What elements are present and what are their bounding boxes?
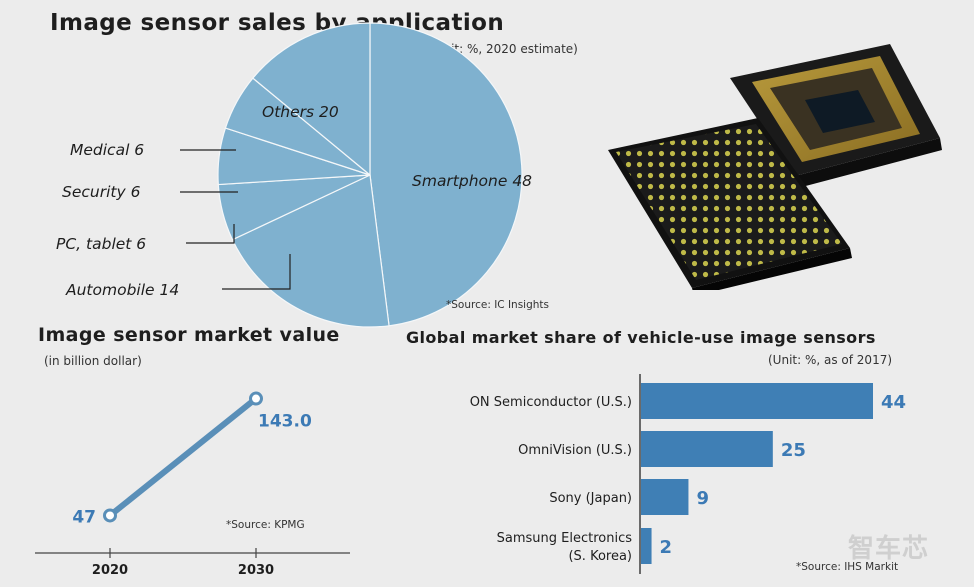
pie-group [217, 22, 523, 328]
bar-category-samsung-electronics-line2: (S. Korea) [568, 549, 632, 564]
bar-sony-japan- [641, 479, 689, 515]
bar-value-omnivision-u-s-: 25 [781, 440, 806, 461]
bar-chart-title: Global market share of vehicle-use image… [406, 328, 876, 347]
pie-leader-pc-tablet [186, 224, 235, 244]
pie-leader-lines [180, 149, 291, 290]
line-chart-unit: (in billion dollar) [44, 354, 142, 368]
line-point-2030 [249, 391, 263, 406]
bar-category-omnivision-u-s-: OmniVision (U.S.) [518, 443, 632, 458]
bar-group: 44 ON Semiconductor (U.S.) 25 OmniVision (U… [470, 383, 906, 564]
line-value-label-2020: 47 [72, 507, 96, 527]
bar-category-samsung-electronics: Samsung Electronics [497, 531, 633, 546]
pie-label-medical: Medical 6 [70, 141, 144, 159]
bar-value-sony-japan-: 9 [696, 488, 709, 509]
bar-samsung-electronics [641, 528, 652, 564]
line-chart-plot: 47 143.0 [72, 391, 312, 527]
bar-category-on-semiconductor-u-s-: ON Semiconductor (U.S.) [470, 395, 632, 410]
pie-slice-smartphone [369, 22, 523, 327]
pie-labels: Smartphone 48 Others 20 Medical 6 Security … [56, 103, 532, 299]
bar-value-samsung-electronics: 2 [660, 537, 673, 558]
pie-label-smartphone: Smartphone 48 [412, 172, 532, 190]
bar-source: *Source: IHS Markit [796, 561, 899, 573]
pie-label-others: Others 20 [262, 103, 339, 121]
line-x-label-2020: 2020 [92, 563, 128, 578]
line-point-2020 [103, 508, 117, 523]
pie-chart-title: Image sensor sales by application [50, 10, 505, 36]
pie-leader-automobile [222, 254, 291, 290]
line-value-label-2030: 143.0 [258, 412, 312, 432]
line-x-label-2030: 2030 [238, 563, 274, 578]
bar-category-sony-japan-: Sony (Japan) [549, 491, 632, 506]
pie-label-automobile: Automobile 14 [65, 281, 179, 299]
line-chart-x-labels: 2020 2030 [92, 563, 274, 578]
bar-chart-unit: (Unit: %, as of 2017) [768, 353, 893, 367]
pie-label-security: Security 6 [62, 183, 141, 201]
line-chart-title: Image sensor market value [38, 324, 340, 346]
bar-value-on-semiconductor-u-s-: 44 [881, 392, 906, 413]
pie-source: *Source: IC Insights [446, 299, 550, 311]
bar-omnivision-u-s- [641, 431, 773, 467]
pie-slice-automobile [252, 22, 371, 177]
bar-on-semiconductor-u-s- [641, 383, 873, 419]
pie-label-pc-tablet: PC, tablet 6 [56, 235, 146, 253]
image-sensor-chip-picture [608, 44, 942, 290]
pie-chart-unit: (Unit: %, 2020 estimate) [430, 42, 578, 56]
line-source: *Source: KPMG [226, 519, 305, 531]
line-chart-ticks [109, 548, 257, 558]
line-series [107, 395, 259, 519]
watermark: 智车芯 [848, 534, 930, 564]
